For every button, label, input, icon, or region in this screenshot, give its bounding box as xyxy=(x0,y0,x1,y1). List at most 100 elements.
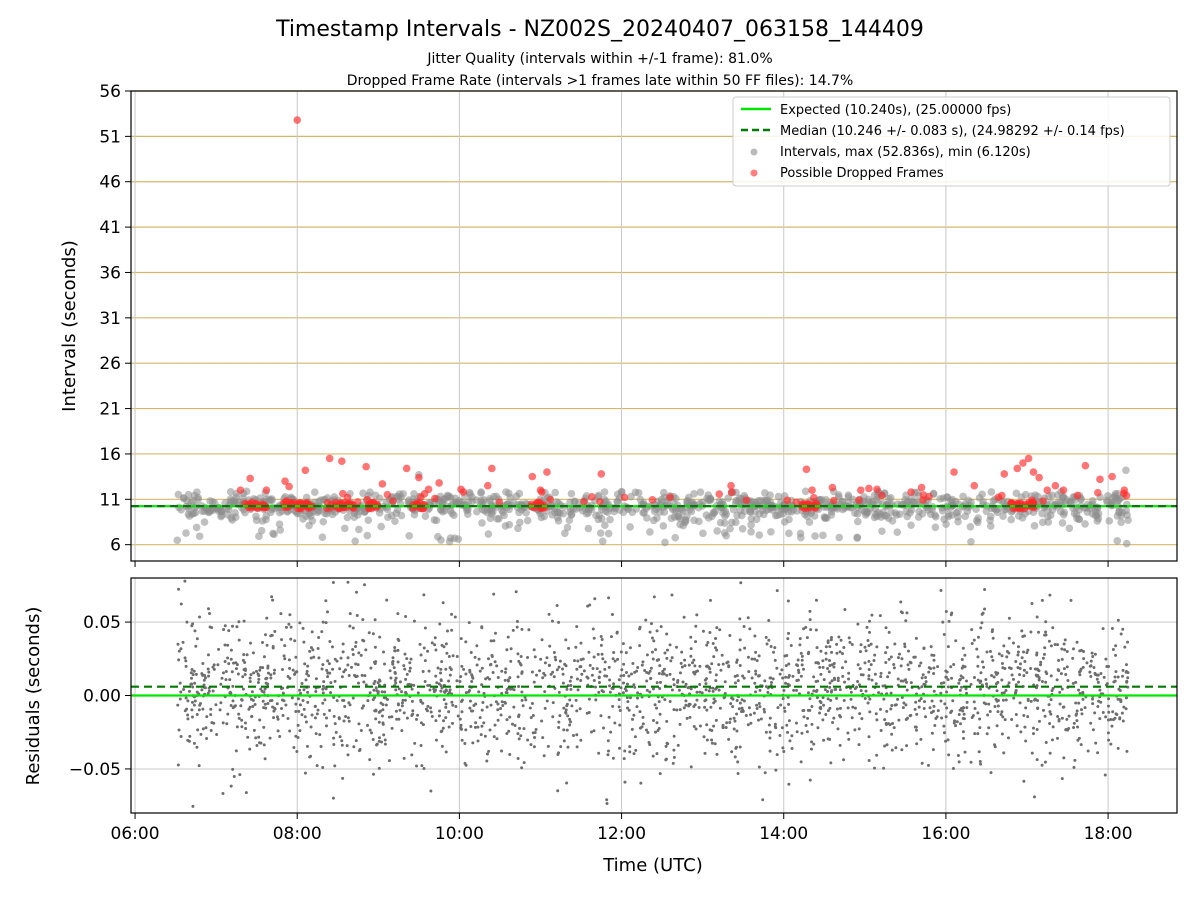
residual-point xyxy=(605,798,609,802)
residual-point xyxy=(689,654,693,658)
residual-point xyxy=(377,766,381,770)
residual-point xyxy=(767,619,771,623)
dropped-frame-point xyxy=(488,464,496,473)
residual-point xyxy=(1007,636,1011,640)
residual-point xyxy=(333,764,337,768)
residual-point xyxy=(533,731,537,735)
residual-point xyxy=(1007,616,1011,620)
residual-point xyxy=(394,681,398,685)
residual-point xyxy=(859,673,863,677)
residual-point xyxy=(983,607,987,611)
dropped-frame-point xyxy=(865,484,873,493)
residual-point xyxy=(188,734,192,738)
residual-point xyxy=(383,690,387,694)
interval-point xyxy=(504,489,513,498)
dropped-frame-point xyxy=(1028,496,1036,504)
residual-point xyxy=(289,637,293,641)
residual-point xyxy=(520,627,524,631)
residual-point xyxy=(485,705,489,709)
residual-point xyxy=(983,587,987,591)
residual-point xyxy=(1126,640,1130,644)
residual-point xyxy=(791,674,795,678)
residual-point xyxy=(1001,698,1005,702)
residual-point xyxy=(329,691,333,695)
residual-point xyxy=(444,750,448,754)
residual-point xyxy=(1109,742,1113,746)
residual-point xyxy=(727,737,731,741)
residual-point xyxy=(189,671,193,675)
residual-point xyxy=(939,681,943,685)
residual-point xyxy=(759,717,763,721)
residual-point xyxy=(357,722,361,726)
residual-point xyxy=(696,669,700,673)
residual-point xyxy=(190,667,194,671)
residual-point xyxy=(1096,680,1100,684)
residual-point xyxy=(689,635,693,639)
interval-point xyxy=(1065,524,1074,533)
legend-expected-label: Expected (10.240s), (25.00000 fps) xyxy=(780,103,1011,118)
interval-point xyxy=(598,537,607,546)
residual-point xyxy=(730,696,734,700)
residual-point xyxy=(543,690,547,694)
interval-point xyxy=(634,489,643,497)
residual-point xyxy=(459,723,463,727)
residual-point xyxy=(478,716,482,720)
residual-point xyxy=(923,700,927,704)
interval-point xyxy=(182,529,190,537)
residual-point xyxy=(609,730,613,734)
residual-point xyxy=(403,698,407,702)
residual-point xyxy=(1116,618,1120,622)
residual-point xyxy=(830,679,834,683)
residual-point xyxy=(924,680,928,684)
interval-point xyxy=(627,492,635,501)
residual-point xyxy=(1124,663,1128,667)
residual-point xyxy=(463,742,467,746)
residual-point xyxy=(708,670,712,674)
residual-point xyxy=(932,672,936,676)
residual-point xyxy=(1072,725,1076,729)
residual-point xyxy=(1081,690,1085,694)
residual-point xyxy=(866,701,870,705)
residual-point xyxy=(824,651,828,655)
residual-point xyxy=(501,704,505,708)
residual-point xyxy=(1037,678,1041,682)
residual-point xyxy=(645,679,649,683)
bottom-xtick-label: 12:00 xyxy=(597,824,646,844)
residual-point xyxy=(396,612,400,616)
residual-point xyxy=(899,600,903,604)
residual-point xyxy=(958,688,962,692)
residual-point xyxy=(961,676,965,680)
residual-point xyxy=(332,714,336,718)
residual-point xyxy=(873,766,877,770)
residual-point xyxy=(754,690,758,694)
residual-point xyxy=(1051,725,1055,729)
residual-point xyxy=(209,707,213,711)
dropped-frame-point xyxy=(262,486,271,495)
residual-point xyxy=(437,714,441,718)
residual-point xyxy=(962,736,966,740)
residual-point xyxy=(644,728,648,732)
residual-point xyxy=(630,727,634,731)
residual-point xyxy=(444,705,448,709)
residual-point xyxy=(848,640,852,644)
residual-point xyxy=(340,675,344,679)
residual-point xyxy=(970,641,974,645)
residual-point xyxy=(960,666,964,670)
residual-point xyxy=(517,713,521,717)
residual-point xyxy=(235,625,239,629)
residual-point xyxy=(1000,654,1004,658)
interval-point xyxy=(699,529,707,538)
residual-point xyxy=(905,611,909,615)
residual-point xyxy=(555,668,559,672)
residual-point xyxy=(1097,699,1101,703)
residual-point xyxy=(701,629,705,633)
residual-point xyxy=(476,739,480,743)
residual-point xyxy=(515,625,519,629)
residual-point xyxy=(875,645,879,649)
residual-point xyxy=(1000,691,1004,695)
residual-point xyxy=(868,697,872,701)
residual-point xyxy=(243,667,247,671)
residual-point xyxy=(314,732,318,736)
interval-point xyxy=(626,523,634,531)
residual-point xyxy=(867,644,871,648)
